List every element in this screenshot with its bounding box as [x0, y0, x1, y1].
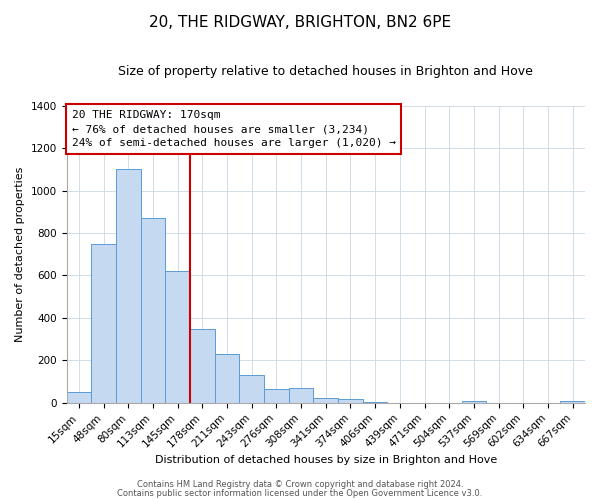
Bar: [190, 328, 215, 403]
Bar: [461, 400, 486, 403]
Text: 20, THE RIDGWAY, BRIGHTON, BN2 6PE: 20, THE RIDGWAY, BRIGHTON, BN2 6PE: [149, 15, 451, 30]
Bar: [560, 400, 585, 403]
Text: Contains HM Land Registry data © Crown copyright and database right 2024.: Contains HM Land Registry data © Crown c…: [137, 480, 463, 489]
Bar: [338, 399, 363, 403]
Text: Contains public sector information licensed under the Open Government Licence v3: Contains public sector information licen…: [118, 488, 482, 498]
X-axis label: Distribution of detached houses by size in Brighton and Hove: Distribution of detached houses by size …: [155, 455, 497, 465]
Bar: [91, 244, 116, 403]
Bar: [239, 376, 264, 403]
Bar: [165, 271, 190, 403]
Bar: [140, 218, 165, 403]
Bar: [116, 170, 140, 403]
Text: 20 THE RIDGWAY: 170sqm
← 76% of detached houses are smaller (3,234)
24% of semi-: 20 THE RIDGWAY: 170sqm ← 76% of detached…: [72, 110, 396, 148]
Bar: [264, 389, 289, 403]
Bar: [215, 354, 239, 403]
Bar: [67, 392, 91, 403]
Y-axis label: Number of detached properties: Number of detached properties: [15, 166, 25, 342]
Bar: [289, 388, 313, 403]
Bar: [363, 402, 388, 403]
Title: Size of property relative to detached houses in Brighton and Hove: Size of property relative to detached ho…: [118, 65, 533, 78]
Bar: [313, 398, 338, 403]
